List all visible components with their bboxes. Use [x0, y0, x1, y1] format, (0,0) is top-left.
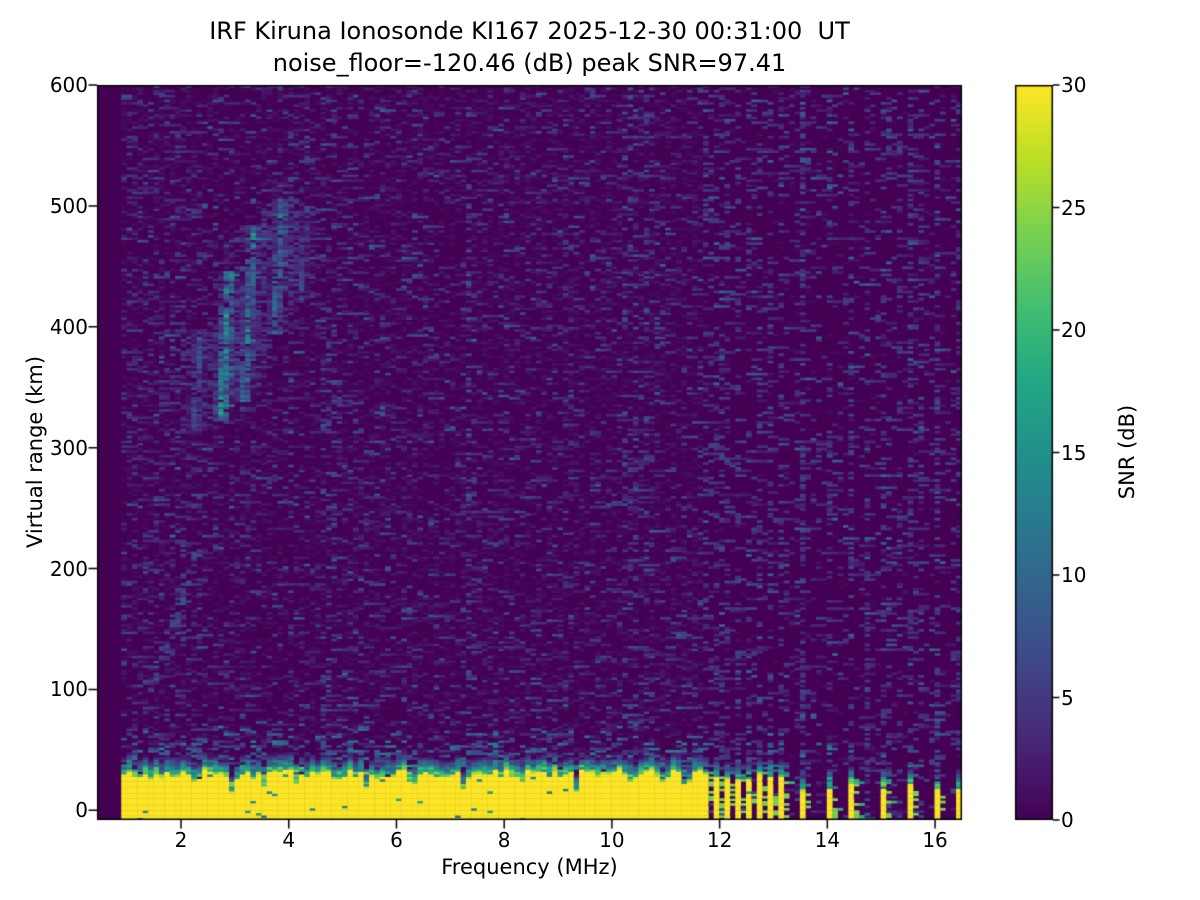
figure-title-line1: IRF Kiruna Ionosonde KI167 2025-12-30 00…: [209, 17, 850, 45]
colorbar-tick-label-15: 15: [1061, 440, 1087, 465]
colorbar-tick-label-10: 10: [1061, 563, 1087, 587]
x-tick-label-12: 12: [706, 828, 733, 852]
y-tick-label-100: 100: [49, 677, 88, 702]
x-tick-label-6: 6: [390, 828, 403, 852]
colorbar-tick-label-20: 20: [1061, 318, 1087, 342]
figure-title-line2: noise_floor=-120.46 (dB) peak SNR=97.41: [272, 49, 787, 77]
x-tick-label-10: 10: [599, 828, 625, 852]
x-tick-label-14: 14: [814, 828, 841, 852]
y-tick-label-500: 500: [49, 193, 88, 218]
colorbar-tick-label-25: 25: [1061, 195, 1087, 220]
x-tick-label-2: 2: [174, 828, 188, 852]
colorbar-tick-label-0: 0: [1061, 808, 1074, 832]
y-tick-label-300: 300: [49, 435, 88, 460]
y-tick-label-600: 600: [49, 73, 88, 97]
x-tick-label-16: 16: [922, 828, 948, 852]
colorbar-tick-label-30: 30: [1061, 73, 1087, 97]
x-tick-label-8: 8: [497, 828, 511, 852]
y-tick-label-0: 0: [75, 798, 88, 823]
y-tick-label-200: 200: [49, 556, 88, 581]
y-tick-label-400: 400: [49, 314, 88, 339]
x-axis-label: Frequency (MHz): [441, 855, 618, 879]
x-tick-label-4: 4: [282, 828, 296, 852]
colorbar-tick-label-5: 5: [1061, 685, 1074, 710]
